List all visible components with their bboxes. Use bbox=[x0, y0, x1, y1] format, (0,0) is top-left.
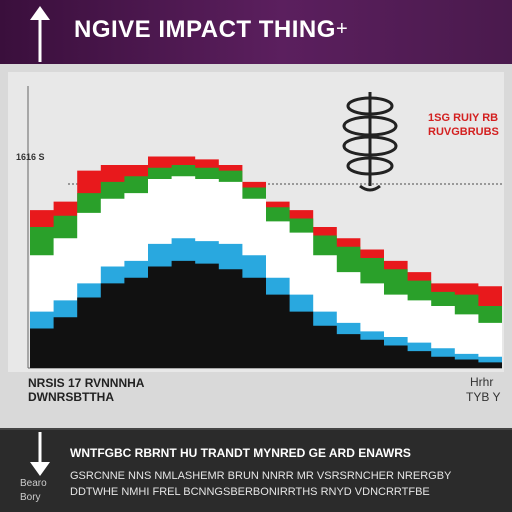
down-arrow-icon bbox=[30, 432, 50, 476]
page-title: NGIVE IMPACT THING bbox=[74, 16, 336, 43]
x-axis-caption: NRSIS 17 RVNNNHA bbox=[28, 376, 145, 390]
legend-entry: RUVGBRUBS bbox=[428, 126, 499, 138]
footer-divider bbox=[0, 428, 512, 430]
spring-coil-icon bbox=[342, 92, 398, 192]
footer-side-label: Bory bbox=[20, 492, 41, 503]
axis-end-label: Hrhr bbox=[470, 375, 494, 389]
footer-side-label: Bearo bbox=[20, 478, 47, 489]
legend: 1SG RUIY RB RUVGBRUBS bbox=[428, 112, 502, 146]
legend-entry: 1SG RUIY RB bbox=[428, 112, 499, 124]
chart bbox=[27, 86, 502, 369]
plus-icon[interactable]: + bbox=[336, 18, 348, 40]
footer-band bbox=[0, 428, 512, 512]
x-axis-caption: DWNRSBTTHA bbox=[28, 390, 114, 404]
up-arrow-icon bbox=[30, 6, 50, 62]
area-series-4 bbox=[30, 260, 502, 368]
footer-text: DDTWHE NMHI FREL BCNNGSBERBONIRRTHS RNYD… bbox=[70, 486, 430, 498]
axis-end-label: TYB Y bbox=[466, 390, 501, 404]
header-banner: NGIVE IMPACT THING + bbox=[0, 0, 512, 64]
chart-panel: 1616 S bbox=[8, 72, 504, 372]
corner-tag: 1616 S bbox=[16, 152, 45, 162]
footer-heading: WNTFGBC RBRNT HU TRANDT MYNRED GE ARD EN… bbox=[70, 446, 411, 460]
footer-text: GSRCNNE NNS NMLASHEMR BRUN NNRR MR VSRSR… bbox=[70, 470, 452, 482]
